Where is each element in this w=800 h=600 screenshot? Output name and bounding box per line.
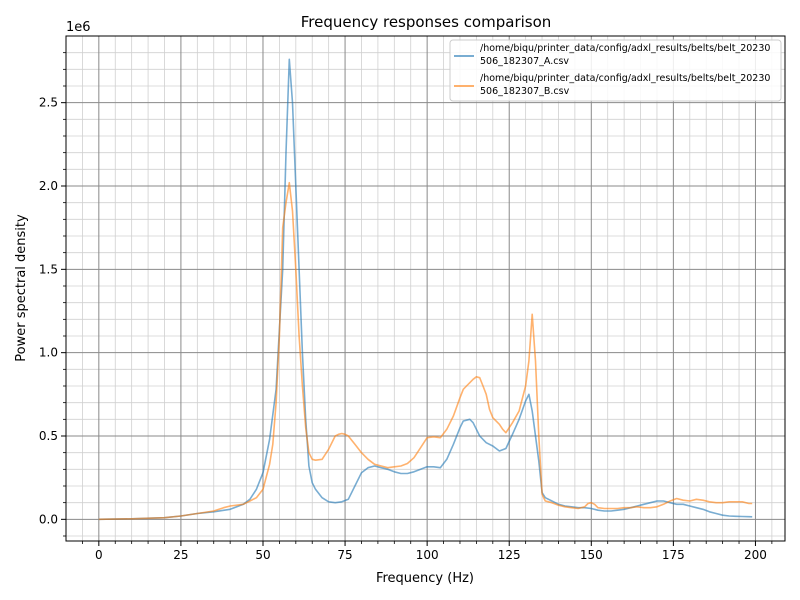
- x-tick-label: 150: [580, 548, 603, 562]
- series-layer: [98, 58, 753, 521]
- legend: /home/biqu/printer_data/config/adxl_resu…: [449, 39, 782, 102]
- x-tick-label: 0: [95, 548, 103, 562]
- y-tick-label: 1.0: [39, 346, 58, 360]
- legend-label-a-line1: /home/biqu/printer_data/config/adxl_resu…: [480, 43, 770, 54]
- x-tick-label: 75: [337, 548, 352, 562]
- major-grid: [66, 36, 785, 541]
- series-line-b: [98, 181, 753, 521]
- x-axis-ticks: 0 25 50 75 100 125 150 175 200: [82, 541, 773, 562]
- x-tick-label: 175: [662, 548, 685, 562]
- y-axis-ticks: 0.0 0.5 1.0 1.5 2.0 2.5: [39, 52, 66, 537]
- legend-box: [449, 39, 782, 102]
- legend-label-b-line2: 506_182307_B.csv: [480, 86, 570, 97]
- x-tick-label: 200: [744, 548, 767, 562]
- x-tick-label: 25: [173, 548, 188, 562]
- y-tick-label: 1.5: [39, 262, 58, 276]
- chart-title: Frequency responses comparison: [301, 13, 552, 31]
- y-tick-label: 2.5: [39, 96, 58, 110]
- x-tick-label: 100: [416, 548, 439, 562]
- y-axis-offset-label: 1e6: [66, 20, 91, 35]
- legend-label-a-line2: 506_182307_A.csv: [480, 56, 569, 67]
- x-axis-label: Frequency (Hz): [376, 571, 474, 586]
- y-tick-label: 2.0: [39, 179, 58, 193]
- y-axis-label: Power spectral density: [14, 214, 29, 362]
- x-tick-label: 125: [498, 548, 521, 562]
- plot-frame: [65, 35, 786, 542]
- legend-label-b-line1: /home/biqu/printer_data/config/adxl_resu…: [480, 73, 770, 84]
- y-tick-label: 0.0: [39, 512, 58, 526]
- y-tick-label: 0.5: [39, 429, 58, 443]
- x-tick-label: 50: [255, 548, 270, 562]
- series-line-a: [98, 58, 753, 521]
